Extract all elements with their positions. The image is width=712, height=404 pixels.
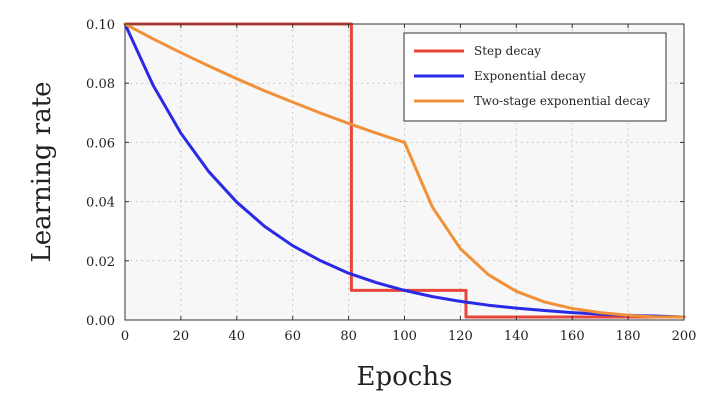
- x-tick-label: 40: [229, 329, 246, 344]
- y-axis-title: Learning rate: [27, 81, 57, 262]
- legend: Step decay Exponential decay Two-stage exp…: [403, 32, 667, 122]
- x-tick-label: 0: [121, 329, 129, 344]
- x-axis-title: Epochs: [357, 362, 453, 392]
- ticks: 0 20 40 60 80 100 120 140 160 180 200 0.00 0.02 0.04 0…: [86, 18, 696, 344]
- x-tick-label: 20: [173, 329, 190, 344]
- series-line-2: [123, 22, 686, 319]
- y-tick-label: 0.08: [86, 77, 115, 92]
- legend-label: Exponential decay: [474, 69, 586, 83]
- x-tick-label: 180: [616, 329, 641, 344]
- x-tick-label: 120: [448, 329, 473, 344]
- y-tick-label: 0.06: [86, 136, 115, 151]
- x-tick-label: 80: [340, 329, 357, 344]
- y-tick-label: 0.04: [86, 196, 115, 211]
- x-tick-label: 100: [392, 329, 417, 344]
- legend-label: Two-stage exponential decay: [474, 94, 650, 108]
- x-tick-label: 200: [672, 329, 697, 344]
- y-tick-label: 0.00: [86, 314, 115, 329]
- series-line-3: [123, 22, 686, 319]
- x-tick-label: 60: [284, 329, 301, 344]
- y-tick-label: 0.10: [86, 18, 115, 33]
- y-tick-label: 0.02: [86, 255, 115, 270]
- x-tick-label: 140: [504, 329, 529, 344]
- x-tick-label: 160: [560, 329, 585, 344]
- legend-label: Step decay: [474, 44, 541, 58]
